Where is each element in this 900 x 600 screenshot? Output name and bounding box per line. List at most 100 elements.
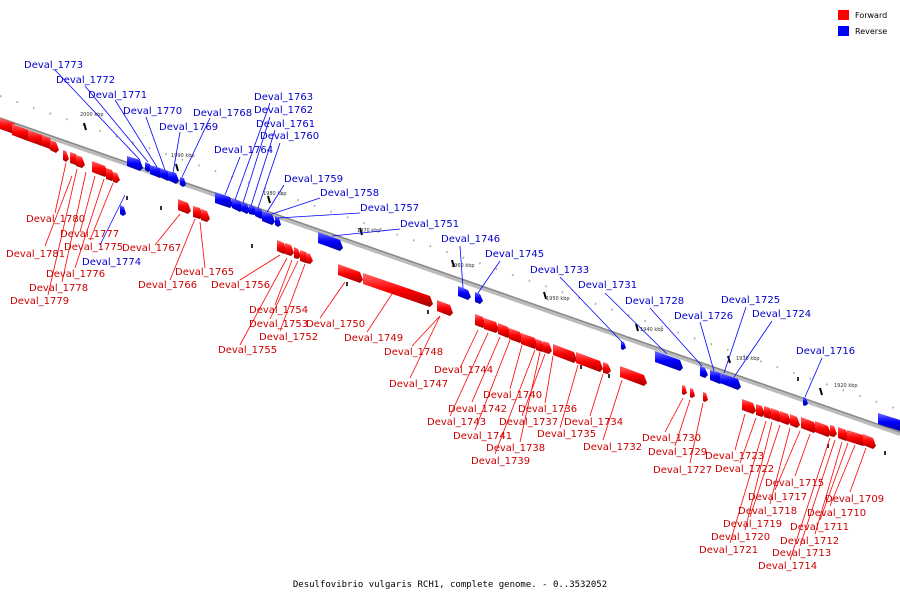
gene-reverse-edge[interactable]: [878, 413, 900, 431]
gene-deval-1765[interactable]: [201, 209, 210, 222]
gene-deval-1715[interactable]: [815, 421, 831, 437]
gene-deval-1736[interactable]: [603, 362, 611, 374]
leader-deval-1732: [602, 379, 623, 441]
gene-deval-1776[interactable]: [63, 150, 69, 162]
gene-deval-1725[interactable]: [710, 370, 723, 384]
gene-deval-1768[interactable]: [180, 177, 186, 187]
legend-reverse-label: Reverse: [855, 27, 887, 36]
label-deval-1735: Deval_1735: [537, 429, 596, 440]
gene-deval-1753[interactable]: [294, 247, 301, 259]
gene-deval-1746[interactable]: [458, 286, 471, 300]
scale-ticks: 2000 kbp 1990 kbp 1980 kbp 1970 kbp 1960…: [80, 112, 858, 396]
gene-deval-1717[interactable]: [801, 417, 817, 433]
gene-deval-1766[interactable]: [193, 206, 203, 219]
gene-deval-1738[interactable]: [553, 344, 577, 363]
gene-deval-1732[interactable]: [690, 388, 695, 398]
gene-deval-1714[interactable]: [830, 425, 837, 437]
leader-deval-1736: [544, 355, 554, 404]
gene-deval-1713[interactable]: [838, 427, 849, 441]
gene-deval-1754[interactable]: [285, 243, 294, 256]
leader-deval-1741: [474, 339, 511, 431]
gene-deval-1771[interactable]: [150, 165, 163, 178]
label-deval-1729: Deval_1729: [648, 447, 707, 458]
label-deval-1723: Deval_1723: [705, 451, 764, 462]
label-deval-1776: Deval_1776: [46, 269, 105, 280]
gene-deval-1726[interactable]: [700, 366, 708, 378]
gene-deval-1780[interactable]: [12, 124, 31, 141]
gene-deval-1742[interactable]: [509, 328, 523, 343]
gene-deval-1744[interactable]: [484, 318, 499, 333]
gene-deval-1748[interactable]: [437, 300, 453, 316]
gene-deval-1740[interactable]: [536, 339, 545, 352]
gene-deval-1767[interactable]: [178, 199, 191, 214]
label-deval-1725: Deval_1725: [721, 295, 780, 306]
gene-deval-1775[interactable]: [76, 155, 85, 168]
gene-deval-1721[interactable]: [764, 406, 773, 419]
gene-deval-1735[interactable]: [620, 366, 647, 386]
gene-deval-1741[interactable]: [521, 333, 538, 349]
gene-deval-1712[interactable]: [847, 430, 866, 446]
label-deval-1757: Deval_1757: [360, 203, 419, 214]
leader-deval-1769: [172, 131, 181, 174]
leader-deval-1737: [521, 353, 546, 417]
label-deval-1746: Deval_1746: [441, 234, 500, 245]
leader-deval-1738: [519, 351, 541, 443]
gene-deval-1769[interactable]: [168, 171, 179, 184]
gene-deval-1757[interactable]: [275, 216, 281, 227]
gene-deval-1737[interactable]: [576, 352, 603, 372]
leader-deval-1757: [277, 212, 361, 219]
gene-deval-1762[interactable]: [241, 202, 250, 214]
gene-deval-1718[interactable]: [790, 414, 800, 428]
label-deval-1722: Deval_1722: [715, 464, 774, 475]
tick-mark-1950: [543, 291, 547, 300]
tick-mark-1930: [727, 355, 731, 364]
leader-deval-1768: [181, 117, 211, 178]
gene-deval-1743[interactable]: [498, 323, 511, 338]
gene-deval-1767b[interactable]: [106, 168, 115, 181]
leader-deval-1715: [794, 433, 811, 477]
gene-deval-1734[interactable]: [682, 385, 687, 395]
gene-deval-1733[interactable]: [621, 341, 626, 350]
gene-deval-1730[interactable]: [703, 392, 708, 402]
leader-deval-1777: [79, 175, 96, 233]
legend-reverse-swatch: [838, 26, 849, 36]
label-deval-1724: Deval_1724: [752, 309, 811, 320]
gene-deval-1760[interactable]: [255, 207, 264, 219]
gene-deval-1779[interactable]: [28, 130, 45, 146]
gene-deval-1750[interactable]: [338, 264, 363, 283]
label-deval-1720: Deval_1720: [711, 532, 770, 543]
label-deval-1751: Deval_1751: [400, 219, 459, 230]
gene-deval-1767c[interactable]: [113, 172, 120, 183]
leader-deval-1739: [494, 349, 536, 455]
label-deval-1765: Deval_1765: [175, 267, 234, 278]
gene-deval-1719[interactable]: [780, 411, 791, 425]
gene-deval-1711[interactable]: [863, 434, 876, 449]
gene-deval-1777[interactable]: [50, 140, 59, 153]
gene-deval-1755[interactable]: [306, 253, 313, 264]
gene-deval-1773[interactable]: [127, 156, 143, 171]
gene-deval-1767a[interactable]: [92, 161, 108, 177]
label-deval-1744: Deval_1744: [434, 365, 493, 376]
leader-deval-1763: [234, 102, 271, 201]
leader-deval-1750: [319, 281, 346, 319]
gene-deval-1722[interactable]: [756, 404, 765, 417]
gene-deval-1723[interactable]: [742, 399, 756, 414]
gene-deval-1739[interactable]: [543, 341, 552, 354]
gene-deval-1751[interactable]: [318, 232, 343, 251]
gene-deval-1749[interactable]: [363, 273, 433, 307]
gene-deval-1728[interactable]: [655, 351, 683, 371]
gene-deval-1724[interactable]: [720, 373, 741, 390]
gene-deval-1756[interactable]: [277, 240, 287, 254]
label-deval-1733: Deval_1733: [530, 265, 589, 276]
forward-genes: [0, 118, 876, 449]
gene-deval-1716[interactable]: [803, 397, 808, 406]
gene-deval-1759[interactable]: [262, 211, 275, 225]
label-deval-1779: Deval_1779: [10, 296, 69, 307]
gene-deval-1745[interactable]: [475, 292, 483, 304]
gene-deval-1720[interactable]: [771, 408, 782, 422]
gene-deval-1763[interactable]: [232, 199, 243, 212]
gene-deval-1764[interactable]: [215, 192, 233, 208]
gene-deval-1774[interactable]: [120, 205, 126, 216]
gene-deval-1747[interactable]: [475, 314, 486, 328]
